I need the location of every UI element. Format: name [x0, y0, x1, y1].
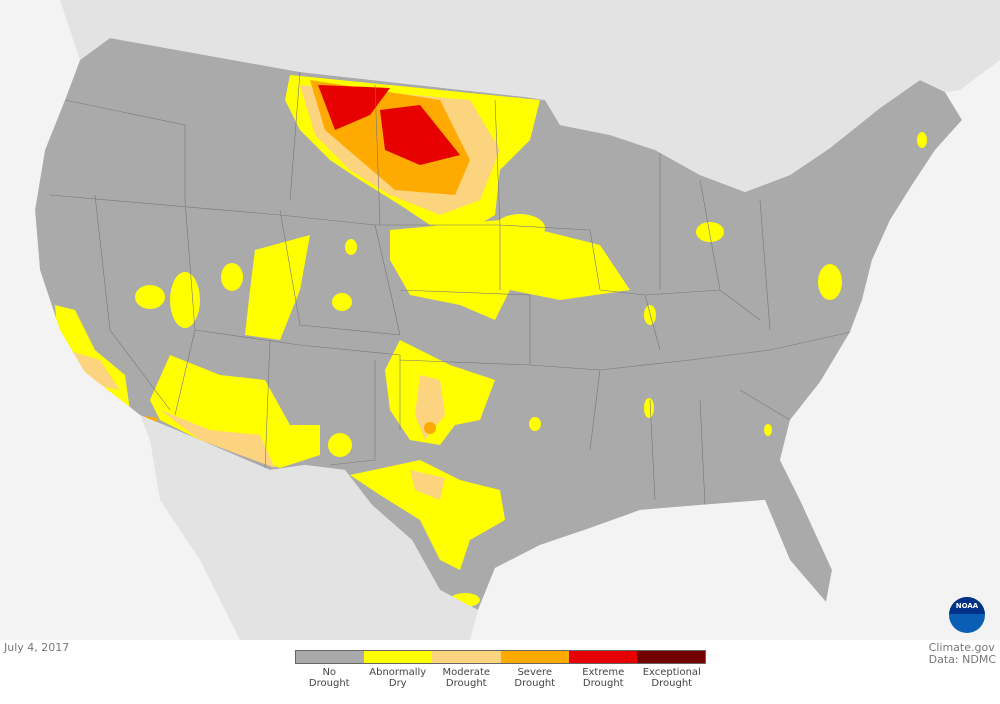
legend-label: No Drought — [295, 667, 364, 689]
legend-labels: No Drought Abnormally Dry Moderate Drought Sev… — [295, 667, 706, 689]
legend-label-line: Dry — [388, 678, 407, 689]
map-date: July 4, 2017 — [4, 641, 70, 654]
noaa-logo: NOAA — [949, 597, 985, 633]
legend-swatch — [500, 651, 569, 663]
legend-label-line: Abnormally — [369, 667, 427, 678]
legend-swatch — [568, 651, 637, 663]
legend-label-line: Drought — [308, 678, 350, 689]
legend-label-line: No — [322, 667, 337, 678]
legend: No Drought Abnormally Dry Moderate Drought Sev… — [295, 650, 706, 689]
state-borders — [49, 71, 861, 506]
legend-label: Moderate Drought — [432, 667, 501, 689]
credit-data: Data: NDMC — [928, 653, 996, 666]
legend-color-bar — [295, 650, 706, 664]
credit-site: Climate.gov — [928, 641, 995, 654]
mexico-land — [140, 415, 478, 640]
legend-label: Exceptional Drought — [638, 667, 707, 689]
legend-swatch — [636, 651, 706, 663]
legend-label-line: Drought — [651, 678, 693, 689]
legend-label: Abnormally Dry — [364, 667, 433, 689]
canada-land — [60, 0, 1000, 192]
legend-swatch — [296, 651, 365, 663]
legend-swatch — [364, 651, 433, 663]
credit: Climate.gov Data: NDMC — [929, 642, 996, 666]
legend-label-line: Drought — [445, 678, 487, 689]
drought-map — [0, 0, 1000, 640]
legend-label-line: Drought — [582, 678, 624, 689]
drought-areas — [55, 75, 927, 607]
legend-label-line: Extreme — [582, 667, 625, 678]
legend-label: Extreme Drought — [569, 667, 638, 689]
legend-label-line: Drought — [514, 678, 556, 689]
legend-label-line: Moderate — [442, 667, 491, 678]
legend-swatch — [432, 651, 501, 663]
legend-label-line: Severe — [517, 667, 553, 678]
legend-label-line: Exceptional — [642, 667, 701, 678]
legend-label: Severe Drought — [501, 667, 570, 689]
